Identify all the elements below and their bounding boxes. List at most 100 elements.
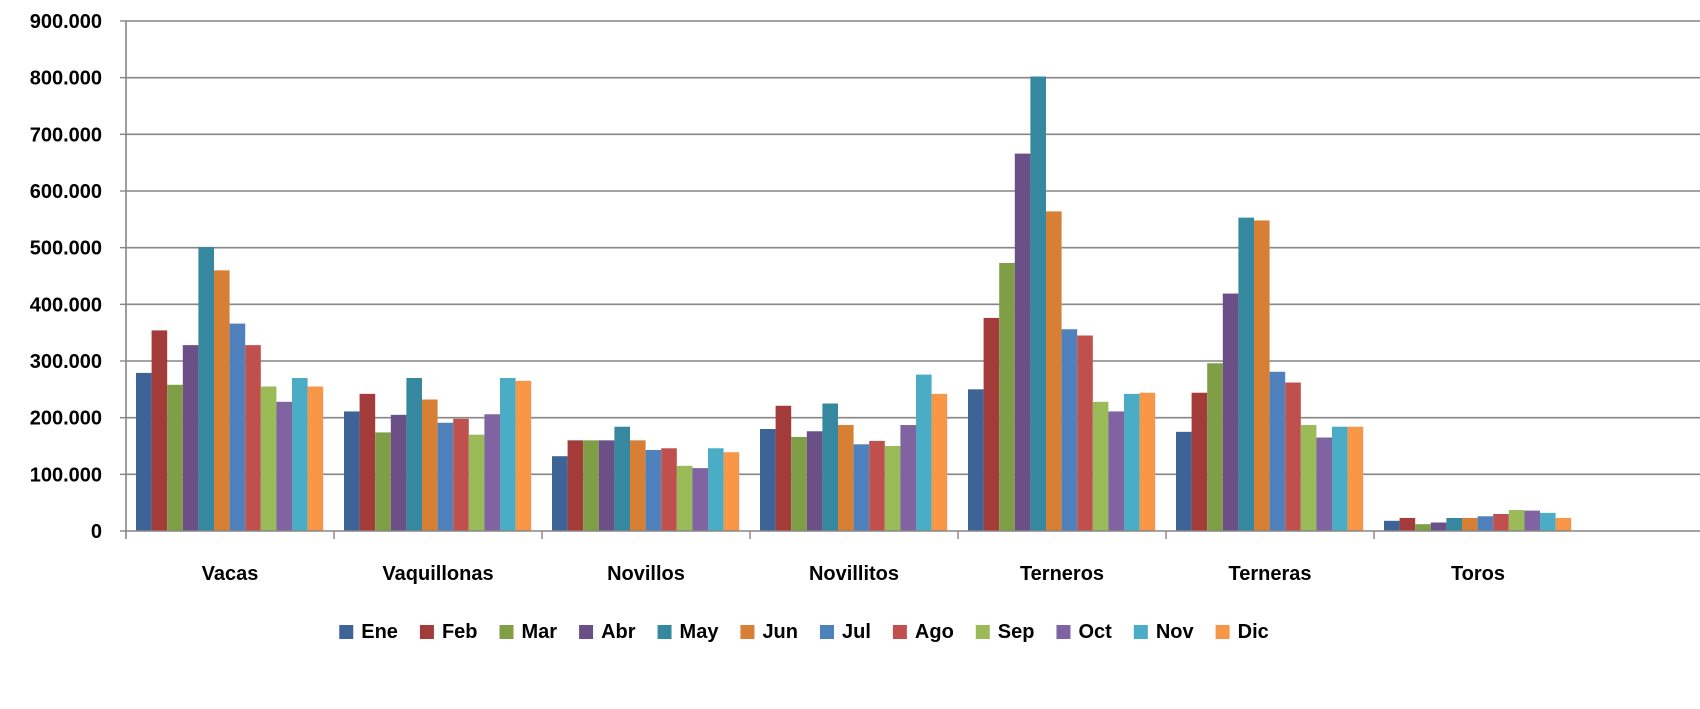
- bar: [1092, 401, 1109, 531]
- legend-swatch: [1215, 625, 1230, 639]
- legend-item: Abr: [579, 621, 636, 643]
- y-tick-label: 700.000: [30, 124, 102, 146]
- bar: [723, 452, 740, 531]
- bar: [708, 448, 724, 531]
- y-tick-labels: 0 100.000 200.000 300.000 400.000 500.000 600.…: [30, 11, 102, 543]
- bar: [853, 444, 870, 531]
- bar: [1238, 217, 1254, 531]
- legend-item: Feb: [419, 621, 478, 643]
- legend-swatch: [1133, 625, 1148, 639]
- legend-label: Ago: [915, 621, 954, 643]
- axes: [120, 20, 1700, 539]
- bar: [838, 425, 854, 531]
- bar: [500, 378, 516, 531]
- legend-label: May: [680, 621, 720, 643]
- bar: [1430, 522, 1447, 531]
- y-tick-label: 300.000: [30, 351, 102, 373]
- bar: [1399, 517, 1416, 531]
- bar: [1014, 153, 1031, 531]
- bar: [1524, 510, 1540, 531]
- y-tick-label: 100.000: [30, 464, 102, 486]
- legend-label: Ene: [361, 621, 398, 643]
- bar: [198, 247, 214, 531]
- x-category-label: Toros: [1451, 563, 1505, 585]
- bar: [344, 411, 360, 531]
- bar: [661, 448, 677, 531]
- legend-label: Sep: [998, 621, 1035, 643]
- bar: [1285, 382, 1301, 531]
- x-category-label: Vaquillonas: [382, 563, 493, 585]
- y-tick-label: 200.000: [30, 408, 102, 430]
- bar: [645, 449, 662, 531]
- y-tick-label: 800.000: [30, 68, 102, 90]
- bar: [822, 403, 838, 531]
- bar: [229, 323, 246, 531]
- bar: [775, 405, 792, 531]
- bar: [292, 378, 308, 531]
- bar: [1061, 329, 1078, 531]
- bar: [884, 446, 901, 531]
- bar: [276, 401, 292, 531]
- legend-item: Jun: [740, 621, 798, 643]
- bar: [1191, 392, 1208, 531]
- bar: [390, 414, 407, 531]
- bar: [614, 426, 630, 531]
- x-category-label: Vacas: [202, 563, 259, 585]
- x-category-label: Terneras: [1228, 563, 1311, 585]
- legend-swatch: [892, 625, 907, 639]
- bar: [307, 386, 324, 531]
- x-category-label: Novillitos: [809, 563, 899, 585]
- legend-item: Oct: [1056, 621, 1112, 643]
- bar: [1077, 335, 1093, 531]
- bar: [1046, 211, 1062, 531]
- legend-swatch: [339, 625, 354, 639]
- bar: [136, 372, 152, 531]
- legend-label: Jun: [762, 621, 798, 643]
- legend-item: Ene: [339, 621, 398, 643]
- bar: [406, 378, 422, 531]
- bar: [484, 414, 500, 531]
- legend-swatch: [740, 625, 755, 639]
- x-category-label: Novillos: [607, 563, 685, 585]
- legend-label: Jul: [842, 621, 871, 643]
- bar: [983, 317, 1000, 531]
- bar: [552, 456, 568, 531]
- bar: [260, 386, 277, 531]
- bar: [1384, 520, 1400, 531]
- bar: [1124, 393, 1140, 531]
- bar: [1207, 363, 1223, 531]
- legend-label: Abr: [601, 621, 636, 643]
- bar: [1139, 392, 1156, 531]
- bar: [676, 465, 693, 531]
- bar: [1269, 371, 1286, 531]
- legend-label: Mar: [522, 621, 558, 643]
- bar: [1254, 220, 1270, 531]
- legend-label: Dic: [1238, 621, 1269, 643]
- bar: [1477, 516, 1494, 531]
- bar: [468, 434, 485, 531]
- bar: [214, 270, 230, 531]
- bar: [1347, 426, 1364, 531]
- bar: [422, 399, 438, 531]
- bar: [968, 389, 984, 531]
- bar: [515, 380, 532, 531]
- bar: [375, 432, 391, 531]
- bar: [437, 422, 454, 531]
- legend-item: Nov: [1133, 621, 1195, 643]
- bar: [1108, 411, 1124, 531]
- legend-item: Mar: [499, 621, 558, 643]
- y-tick-label: 500.000: [30, 238, 102, 260]
- bar: [1508, 510, 1525, 531]
- legend-swatch: [657, 625, 672, 639]
- x-category-label: Terneros: [1020, 563, 1104, 585]
- bar: [359, 393, 376, 531]
- bar: [760, 429, 776, 531]
- legend-label: Nov: [1156, 621, 1195, 643]
- bar: [916, 374, 932, 531]
- legend-swatch: [975, 625, 990, 639]
- legend-item: Jul: [820, 621, 871, 643]
- bar: [1300, 425, 1317, 531]
- legend-label: Oct: [1078, 621, 1112, 643]
